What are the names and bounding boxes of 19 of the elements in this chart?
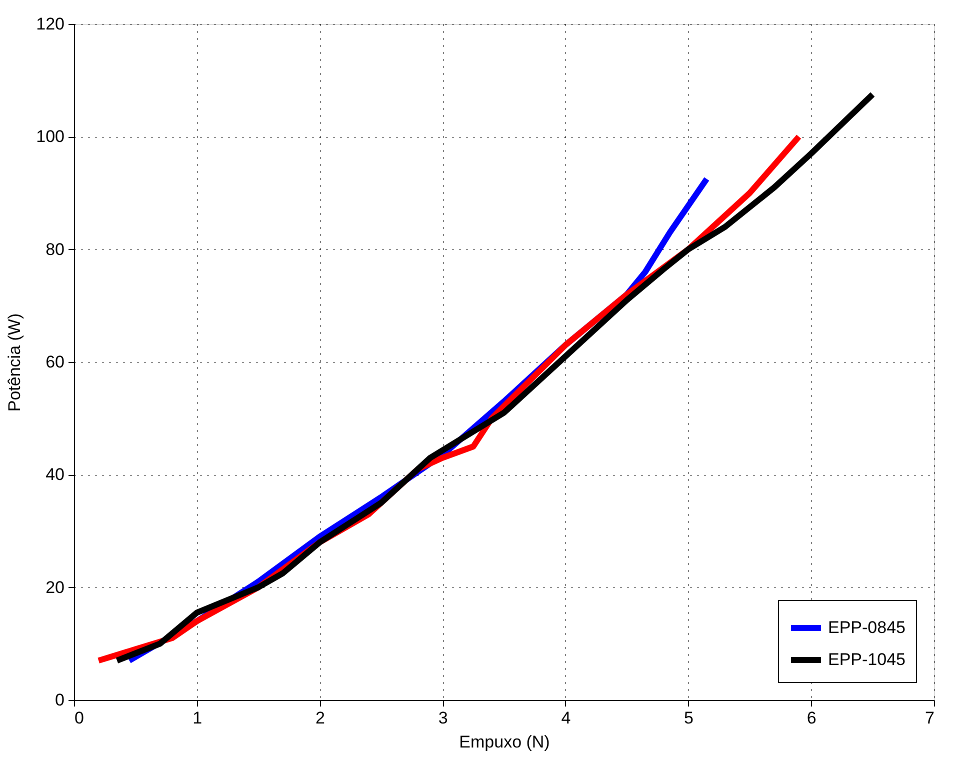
x-tick-label: 2 xyxy=(315,708,325,728)
x-axis-title: Empuxo (N) xyxy=(459,732,550,752)
y-axis-title: Potência (W) xyxy=(5,313,24,412)
x-tick-label: 5 xyxy=(684,708,694,728)
y-tick-label: 20 xyxy=(46,578,64,597)
y-tick-label: 80 xyxy=(46,240,64,259)
x-tick-label: 4 xyxy=(561,708,571,728)
x-tick-label: 0 xyxy=(74,708,84,728)
y-tick-label: 60 xyxy=(46,352,64,372)
legend-label: EPP-0845 xyxy=(828,618,906,637)
x-tick-label: 1 xyxy=(192,708,202,728)
y-tick-label: 120 xyxy=(36,14,64,34)
x-tick-label: 3 xyxy=(438,708,448,728)
y-tick-label: 100 xyxy=(36,127,64,146)
y-tick-label: 0 xyxy=(55,690,64,710)
x-tick-label: 6 xyxy=(806,708,816,728)
legend-label: EPP-1045 xyxy=(828,650,906,669)
x-tick-label: 7 xyxy=(925,708,934,728)
y-tick-label: 40 xyxy=(46,465,64,484)
